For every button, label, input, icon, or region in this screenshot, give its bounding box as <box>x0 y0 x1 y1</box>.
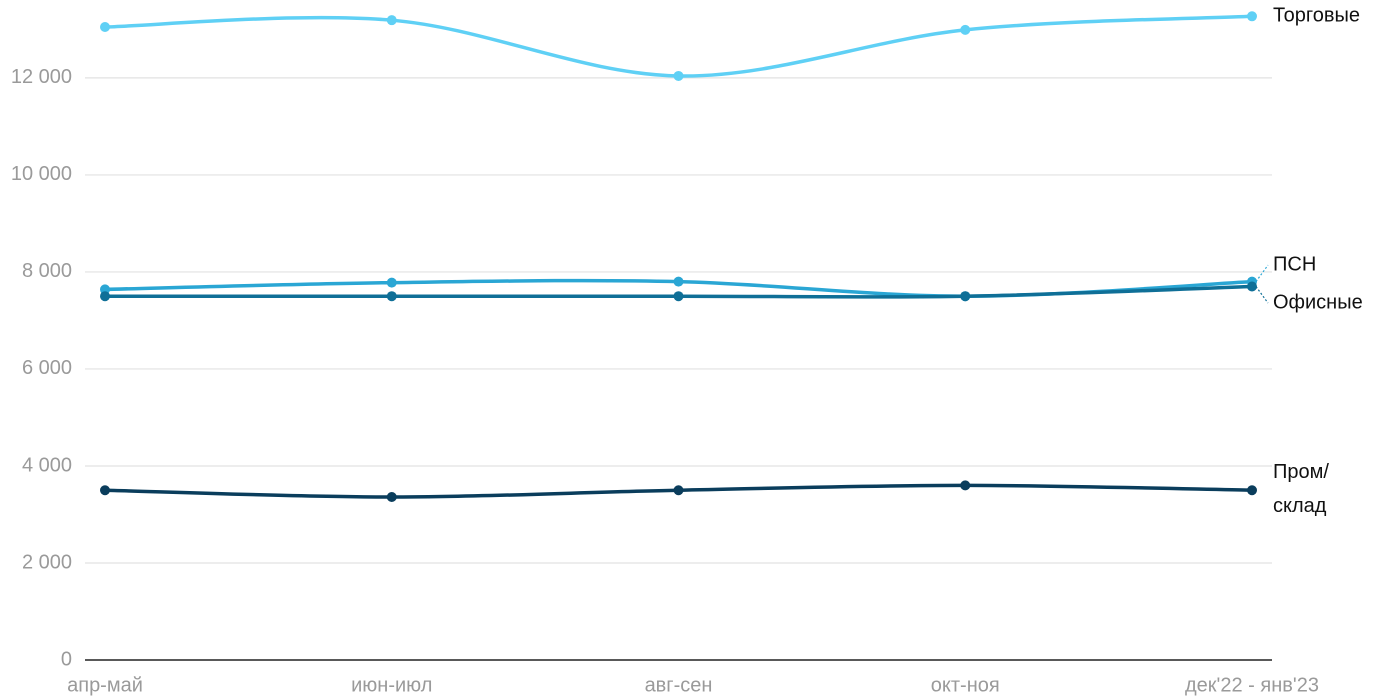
x-tick-label: дек'22 - янв'23 <box>1185 674 1319 696</box>
data-point <box>100 21 110 32</box>
data-point <box>673 485 684 496</box>
x-tick-label: окт-ноя <box>931 674 1000 696</box>
data-point <box>1247 281 1257 292</box>
y-tick-label: 10 000 <box>11 163 72 185</box>
data-point <box>1247 485 1257 496</box>
leader-line <box>1255 286 1269 304</box>
x-tick-label: июн-июл <box>351 674 432 696</box>
data-point <box>386 15 397 26</box>
data-point <box>960 480 971 491</box>
series-line <box>104 14 1253 78</box>
data-point <box>100 291 110 302</box>
leader-line <box>1255 264 1269 282</box>
data-point <box>1247 11 1257 22</box>
y-tick-label: 8 000 <box>22 260 72 282</box>
series-label: ПСН <box>1273 253 1316 275</box>
y-tick-label: 12 000 <box>11 66 72 88</box>
y-tick-label: 4 000 <box>22 454 72 476</box>
y-tick-label: 6 000 <box>22 357 72 379</box>
y-tick-label: 0 <box>61 648 72 670</box>
data-point <box>960 291 971 302</box>
data-point <box>100 485 110 496</box>
data-point <box>673 291 684 302</box>
series-label: Офисные <box>1273 291 1363 313</box>
data-point <box>673 276 684 287</box>
data-point <box>960 24 971 35</box>
data-point <box>386 492 397 503</box>
data-point <box>386 291 397 302</box>
x-tick-label: апр-май <box>67 674 143 696</box>
data-point <box>386 277 397 288</box>
series-label: Пром/склад <box>1273 462 1329 518</box>
series-label: Торговые <box>1273 5 1360 27</box>
y-tick-label: 2 000 <box>22 551 72 573</box>
x-tick-label: авг-сен <box>645 674 713 696</box>
data-point <box>673 70 684 81</box>
